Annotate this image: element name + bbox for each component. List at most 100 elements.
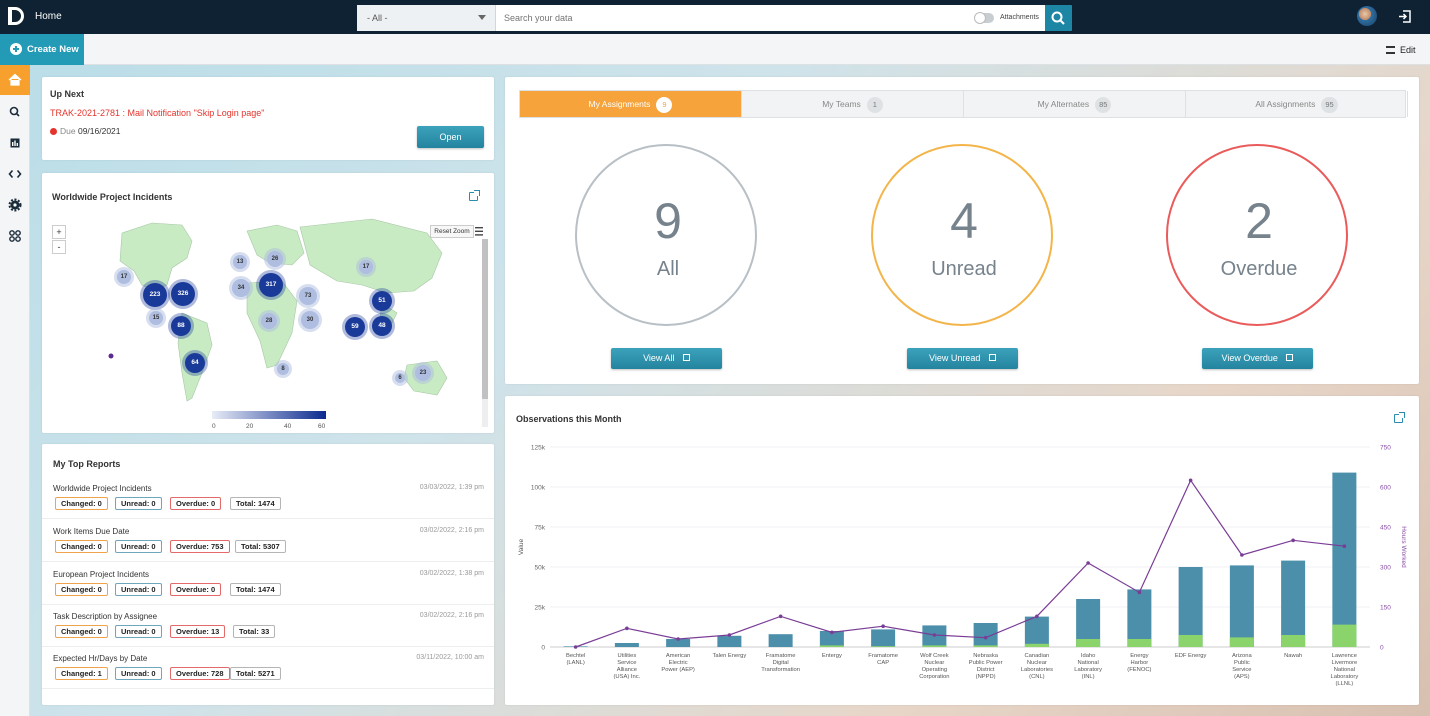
line-point[interactable]: [1291, 538, 1295, 543]
bar[interactable]: [768, 634, 793, 647]
logout-icon[interactable]: [1398, 10, 1411, 23]
report-name[interactable]: Work Items Due Date: [53, 527, 130, 536]
bar-segment[interactable]: [1024, 643, 1049, 647]
zoom-out-button[interactable]: -: [52, 240, 66, 254]
overdue-badge[interactable]: Overdue: 753: [170, 540, 230, 553]
view-all-button[interactable]: View All: [611, 348, 722, 369]
line-point[interactable]: [881, 624, 885, 628]
map-cluster[interactable]: 13: [233, 255, 247, 269]
map-cluster[interactable]: 6: [395, 373, 405, 383]
total-badge[interactable]: Total: 5271: [230, 667, 281, 680]
map-point-marker[interactable]: [108, 353, 114, 359]
sidebar-item-code[interactable]: [0, 159, 30, 189]
line-point[interactable]: [932, 633, 937, 637]
bar-segment[interactable]: [871, 646, 896, 647]
line-point[interactable]: [1342, 544, 1347, 548]
map-cluster[interactable]: 30: [301, 311, 319, 329]
map-cluster[interactable]: 326: [171, 282, 195, 306]
line-point[interactable]: [1086, 561, 1090, 565]
bar[interactable]: [614, 643, 639, 647]
report-name[interactable]: Worldwide Project Incidents: [53, 484, 152, 493]
bar[interactable]: [1178, 567, 1203, 647]
sidebar-item-home[interactable]: [0, 65, 30, 95]
report-row[interactable]: Worldwide Project Incidents 03/03/2022, 1…: [42, 476, 494, 519]
unread-badge[interactable]: Unread: 0: [115, 625, 162, 638]
total-badge[interactable]: Total: 1474: [230, 583, 281, 596]
changed-badge[interactable]: Changed: 0: [55, 540, 108, 553]
line-point[interactable]: [676, 637, 680, 641]
map-cluster[interactable]: 223: [143, 283, 167, 307]
changed-badge[interactable]: Changed: 0: [55, 497, 108, 510]
bar[interactable]: [871, 629, 896, 647]
bar[interactable]: [973, 623, 998, 647]
map-cluster[interactable]: 73: [299, 287, 317, 305]
map-cluster[interactable]: 34: [232, 279, 250, 297]
report-row[interactable]: Work Items Due Date 03/02/2022, 2:16 pm Ch…: [42, 519, 494, 562]
unread-badge[interactable]: Unread: 0: [115, 583, 162, 596]
map-cluster[interactable]: 23: [415, 365, 431, 381]
bar[interactable]: [717, 635, 742, 647]
line-point[interactable]: [625, 626, 629, 631]
changed-badge[interactable]: Changed: 1: [55, 667, 108, 680]
changed-badge[interactable]: Changed: 0: [55, 583, 108, 596]
bar[interactable]: [819, 631, 844, 647]
unread-badge[interactable]: Unread: 0: [115, 667, 162, 680]
map-cluster[interactable]: 17: [359, 260, 373, 274]
changed-badge[interactable]: Changed: 0: [55, 625, 108, 638]
tab-my-assignments[interactable]: My Assignments 9: [520, 91, 742, 117]
overdue-badge[interactable]: Overdue: 728: [170, 667, 230, 680]
bar[interactable]: [1024, 616, 1049, 647]
line-point[interactable]: [1137, 590, 1142, 595]
report-name[interactable]: Task Description by Assignee: [53, 612, 158, 621]
total-badge[interactable]: Total: 1474: [230, 497, 281, 510]
bar[interactable]: [1332, 472, 1357, 647]
map-cluster[interactable]: 48: [372, 316, 392, 336]
total-badge[interactable]: Total: 33: [233, 625, 276, 638]
bar-segment[interactable]: [819, 645, 844, 647]
edit-button[interactable]: Edit: [1386, 45, 1416, 55]
unread-badge[interactable]: Unread: 0: [115, 497, 162, 510]
bar[interactable]: [1127, 589, 1152, 647]
app-logo[interactable]: [8, 7, 24, 25]
search-button[interactable]: [1045, 5, 1072, 31]
menu-icon[interactable]: [475, 227, 483, 236]
bar-segment[interactable]: [1127, 639, 1152, 647]
bar-segment[interactable]: [973, 645, 998, 647]
map-cluster[interactable]: 88: [171, 316, 191, 336]
bar[interactable]: [666, 639, 691, 647]
line-point[interactable]: [1240, 553, 1244, 557]
map-scrollbar[interactable]: [482, 239, 488, 427]
sidebar-item-reports[interactable]: [0, 128, 30, 158]
unread-badge[interactable]: Unread: 0: [115, 540, 162, 553]
map-cluster[interactable]: 28: [261, 313, 277, 329]
tab-my-teams[interactable]: My Teams 1: [742, 91, 964, 117]
map-cluster[interactable]: 317: [259, 273, 283, 297]
bar[interactable]: [1229, 565, 1254, 647]
map-cluster[interactable]: 59: [345, 317, 365, 337]
line-point[interactable]: [830, 630, 834, 635]
sidebar-item-integrations[interactable]: [0, 221, 30, 251]
view-unread-button[interactable]: View Unread: [907, 348, 1018, 369]
sidebar-item-settings[interactable]: [0, 190, 30, 220]
external-link-icon[interactable]: [469, 190, 480, 201]
report-name[interactable]: European Project Incidents: [53, 570, 150, 579]
search-input[interactable]: [497, 5, 957, 31]
line-point[interactable]: [1188, 478, 1193, 483]
line-point[interactable]: [727, 633, 732, 637]
bar-segment[interactable]: [1281, 635, 1306, 647]
tab-my-alternates[interactable]: My Alternates 85: [964, 91, 1186, 117]
bar-segment[interactable]: [1332, 624, 1357, 647]
up-next-item-link[interactable]: TRAK-2021-2781 : Mail Notification "Skip…: [50, 108, 265, 118]
overdue-badge[interactable]: Overdue: 0: [170, 497, 222, 510]
bar-segment[interactable]: [922, 645, 947, 647]
tab-all-assignments[interactable]: All Assignments 95: [1186, 91, 1408, 117]
report-row[interactable]: European Project Incidents 03/02/2022, 1:…: [42, 562, 494, 605]
scope-select[interactable]: - All -: [357, 5, 496, 31]
overdue-badge[interactable]: Overdue: 0: [170, 583, 222, 596]
map-cluster[interactable]: 15: [149, 311, 163, 325]
bar-segment[interactable]: [1178, 635, 1203, 647]
total-badge[interactable]: Total: 5307: [235, 540, 286, 553]
map-cluster[interactable]: 51: [372, 291, 392, 311]
map-cluster[interactable]: 8: [277, 363, 289, 375]
report-row[interactable]: Expected Hr/Days by Date 03/11/2022, 10:0…: [42, 646, 494, 689]
